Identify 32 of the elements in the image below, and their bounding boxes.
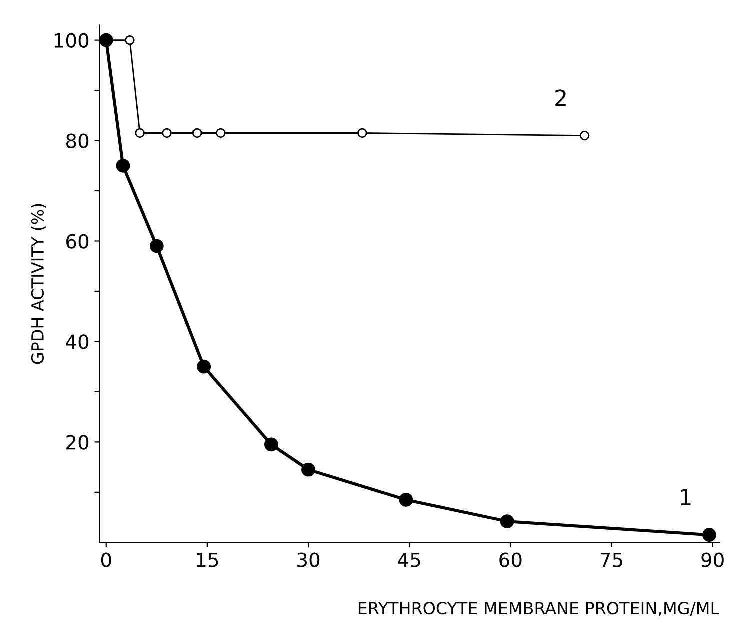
point <box>150 239 164 254</box>
x-tick-label: 45 <box>398 552 420 568</box>
point <box>500 514 514 529</box>
y-tick-label: 60 <box>66 234 89 249</box>
y-axis-title: GPDH ACTIVITY (%) <box>31 204 46 364</box>
point <box>192 128 202 138</box>
x-tick-label: 0 <box>101 552 112 568</box>
series-label: 1 <box>681 489 691 506</box>
point <box>399 493 414 507</box>
point <box>116 158 130 173</box>
x-axis-title: ERYTHROCYTE MEMBRANE PROTEIN,MG/ML <box>358 602 720 616</box>
point <box>702 528 716 542</box>
point <box>99 33 114 48</box>
x-tick-label: 60 <box>500 552 522 568</box>
x-tick-label: 30 <box>298 552 320 568</box>
point <box>216 128 226 138</box>
y-tick-label: 40 <box>66 334 89 350</box>
point <box>162 128 172 138</box>
point <box>125 35 135 46</box>
y-tick-label: 20 <box>66 435 89 450</box>
y-tick-label: 100 <box>54 33 89 48</box>
point <box>358 128 368 138</box>
x-tick-label: 90 <box>702 552 724 568</box>
point <box>580 130 590 141</box>
point <box>302 462 316 477</box>
series-label: 2 <box>556 90 566 106</box>
x-tick-label: 75 <box>600 552 622 568</box>
x-tick-label: 15 <box>197 552 218 568</box>
y-tick-label: 80 <box>66 134 89 148</box>
point <box>135 128 145 138</box>
point <box>264 438 278 452</box>
point <box>197 360 212 374</box>
